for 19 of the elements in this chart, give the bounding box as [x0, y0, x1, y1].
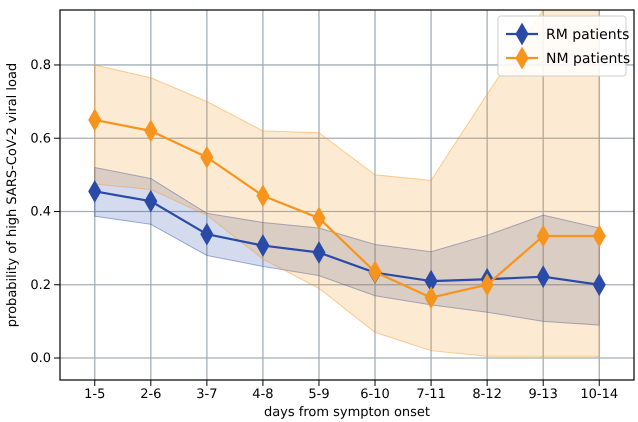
y-tick-label: 0.8: [30, 58, 51, 74]
x-tick-label: 7-11: [416, 387, 446, 402]
x-axis-title: days from sympton onset: [264, 405, 430, 420]
x-tick-label: 9-13: [528, 387, 558, 402]
legend-label: NM patients: [546, 51, 630, 67]
x-tick-label: 5-9: [308, 387, 330, 402]
y-axis-title: probability of high SARS-CoV-2 viral load: [5, 62, 20, 328]
x-tick-label: 6-10: [360, 387, 390, 402]
x-tick-label: 3-7: [196, 387, 218, 402]
y-tick-label: 0.4: [30, 204, 51, 220]
x-tick-label: 10-14: [580, 387, 618, 402]
x-tick-label: 4-8: [252, 387, 274, 402]
y-tick-label: 0.0: [30, 351, 51, 366]
legend-label: RM patients: [546, 27, 630, 43]
y-tick-label: 0.6: [30, 131, 51, 146]
y-tick-label: 0.2: [30, 278, 51, 293]
x-tick-label: 8-12: [472, 387, 502, 402]
x-tick-label: 1-5: [84, 387, 106, 402]
x-tick-label: 2-6: [140, 387, 162, 402]
